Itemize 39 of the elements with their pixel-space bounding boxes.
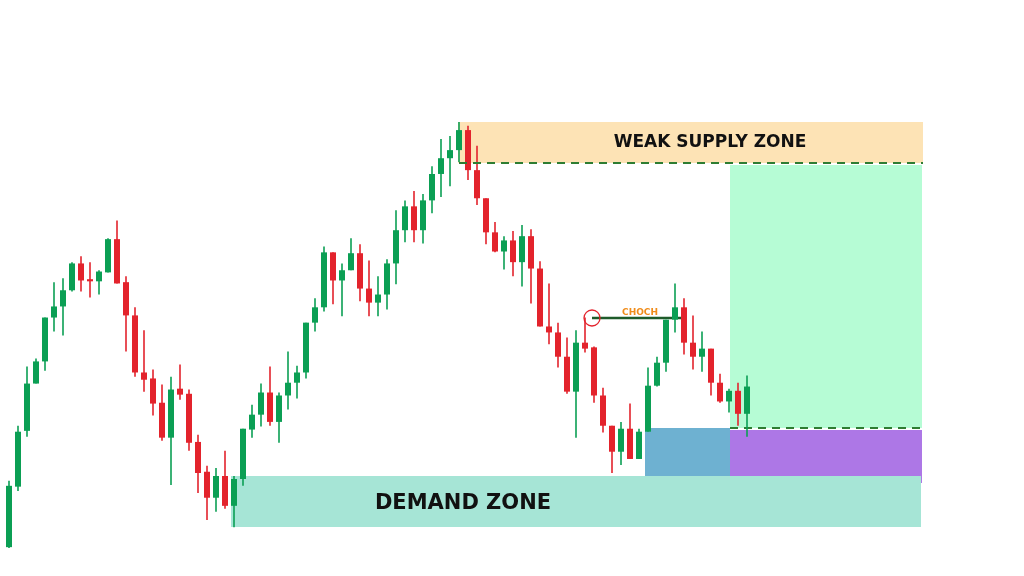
candlestick [366, 259, 372, 318]
candlestick [735, 381, 741, 427]
candlestick [177, 363, 183, 401]
candlestick [546, 282, 552, 346]
candlestick [375, 275, 381, 318]
candlestick [294, 364, 300, 400]
candlestick [582, 316, 588, 354]
candlestick [456, 121, 462, 163]
candlestick [96, 269, 102, 296]
candlestick [411, 190, 417, 243]
candlestick [447, 135, 453, 188]
candlestick [312, 297, 318, 333]
candlestick [141, 329, 147, 393]
candlestick [87, 261, 93, 299]
candlestick [348, 237, 354, 272]
candlestick [249, 404, 255, 439]
candlestick [51, 281, 57, 333]
candlestick [33, 357, 39, 385]
candlestick [654, 355, 660, 388]
candlestick [501, 235, 507, 271]
candlestick [339, 262, 345, 318]
candlestick [60, 277, 66, 337]
candlestick [717, 372, 723, 404]
candlestick [492, 221, 498, 254]
candlestick [699, 330, 705, 373]
candlestick [213, 467, 219, 513]
candlestick [672, 282, 678, 334]
candlestick [402, 199, 408, 243]
candlestick [726, 387, 732, 414]
annotation: DEMAND ZONE [374, 490, 552, 514]
candlestick [258, 382, 264, 428]
annotation: CHOCH [622, 307, 658, 317]
candlestick [285, 350, 291, 411]
candlestick [510, 230, 516, 278]
annotation: WEAK SUPPLY ZONE [613, 131, 807, 151]
candlestick [78, 255, 84, 293]
candlestick [690, 314, 696, 371]
candlestick [618, 421, 624, 466]
candlestick [438, 138, 444, 198]
